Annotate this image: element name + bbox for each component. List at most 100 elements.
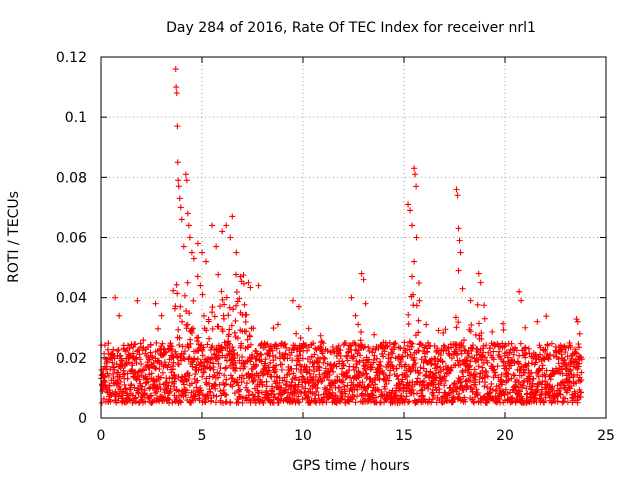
y-tick-label: 0.06 [56, 231, 87, 247]
data-point [142, 398, 149, 405]
data-point [120, 389, 127, 396]
data-point [164, 364, 171, 371]
data-point [306, 370, 313, 377]
data-point [490, 356, 497, 363]
data-point [409, 386, 416, 393]
data-point [221, 339, 228, 346]
data-point [578, 389, 585, 396]
data-point [538, 357, 545, 364]
data-point [228, 322, 235, 329]
data-point [484, 384, 491, 391]
data-point [190, 297, 197, 304]
data-point [305, 393, 312, 400]
data-point [227, 362, 234, 369]
data-point [186, 354, 193, 361]
data-point [558, 351, 565, 358]
data-point [404, 352, 411, 359]
data-point [366, 382, 373, 389]
data-point [407, 351, 414, 358]
data-point [470, 342, 477, 349]
data-point [357, 337, 364, 344]
data-point [258, 351, 265, 358]
data-point [213, 243, 220, 250]
data-point [323, 385, 330, 392]
data-point [567, 367, 574, 374]
data-point [238, 379, 245, 386]
data-point [174, 290, 181, 297]
data-point [165, 361, 172, 368]
data-point [183, 325, 190, 332]
data-point [148, 392, 155, 399]
data-point [184, 321, 191, 328]
data-point [167, 340, 174, 347]
data-point [448, 355, 455, 362]
data-point [233, 289, 240, 296]
data-point [110, 375, 117, 382]
data-point [266, 367, 273, 374]
data-point [177, 204, 184, 211]
data-point [268, 345, 275, 352]
data-point [544, 350, 551, 357]
data-point [289, 357, 296, 364]
data-point [270, 357, 277, 364]
data-point [392, 340, 399, 347]
data-point [139, 383, 146, 390]
data-point [146, 393, 153, 400]
data-point [103, 363, 110, 370]
data-point [354, 386, 361, 393]
data-point [519, 382, 526, 389]
data-point [355, 321, 362, 328]
data-point [268, 373, 275, 380]
data-point [107, 398, 114, 405]
data-point [573, 350, 580, 357]
data-point [456, 390, 463, 397]
data-point [517, 388, 524, 395]
data-point [286, 394, 293, 401]
data-point [501, 391, 508, 398]
data-point [232, 367, 239, 374]
data-point [249, 354, 256, 361]
data-point [194, 337, 201, 344]
data-point [189, 329, 196, 336]
data-point [311, 351, 318, 358]
data-point [475, 363, 482, 370]
data-point [117, 378, 124, 385]
data-point [203, 327, 210, 334]
data-point [339, 358, 346, 365]
data-point [195, 334, 202, 341]
data-point [537, 351, 544, 358]
data-point [209, 222, 216, 229]
data-point [132, 369, 139, 376]
data-point [573, 316, 580, 323]
data-point [101, 342, 108, 349]
data-point [540, 347, 547, 354]
data-point [192, 396, 199, 403]
data-point [421, 353, 428, 360]
data-point [409, 222, 416, 229]
x-tick-label: 25 [597, 428, 615, 444]
data-point [187, 340, 194, 347]
data-point [312, 373, 319, 380]
data-point [460, 337, 467, 344]
data-point [257, 351, 264, 358]
data-point [439, 359, 446, 366]
data-point [566, 366, 573, 373]
data-point [354, 393, 361, 400]
data-point [233, 302, 240, 309]
data-point [417, 364, 424, 371]
data-point [561, 356, 568, 363]
data-point [138, 386, 145, 393]
data-point [513, 383, 520, 390]
data-point [355, 347, 362, 354]
data-point [189, 325, 196, 332]
data-point [104, 356, 111, 363]
data-point [171, 371, 178, 378]
data-point [513, 347, 520, 354]
data-point [286, 371, 293, 378]
data-point [483, 399, 490, 406]
data-point [545, 354, 552, 361]
data-point [105, 372, 112, 379]
data-point [434, 345, 441, 352]
data-point [501, 343, 508, 350]
data-point [559, 370, 566, 377]
